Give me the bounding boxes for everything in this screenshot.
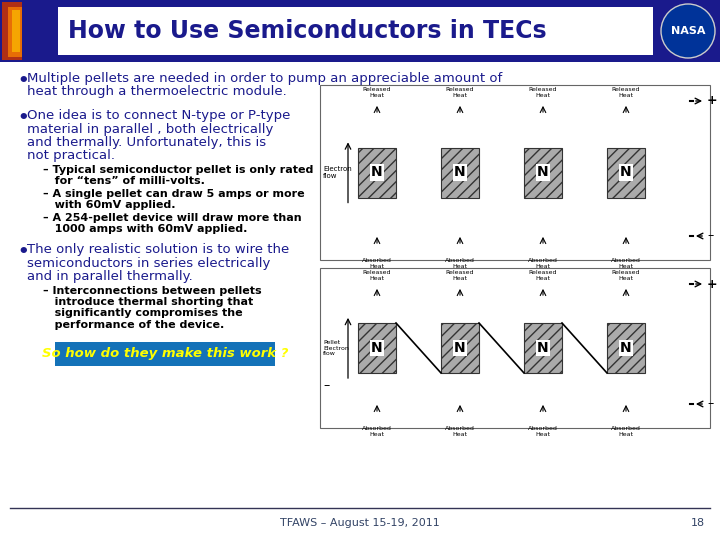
Text: for “tens” of milli-volts.: for “tens” of milli-volts. <box>43 177 205 186</box>
Text: Released
Heat: Released Heat <box>612 270 640 281</box>
Text: Absorbed
Heat: Absorbed Heat <box>611 426 641 437</box>
Text: •: • <box>17 243 29 261</box>
Text: N: N <box>372 341 383 355</box>
Text: One idea is to connect N-type or P-type: One idea is to connect N-type or P-type <box>27 109 290 122</box>
Bar <box>12 10 20 52</box>
Text: TFAWS – August 15-19, 2011: TFAWS – August 15-19, 2011 <box>280 518 440 528</box>
Text: not practical.: not practical. <box>27 150 115 163</box>
Bar <box>358 147 396 198</box>
Bar <box>441 147 479 198</box>
Text: – Interconnections between pellets: – Interconnections between pellets <box>43 286 261 295</box>
Bar <box>358 323 396 373</box>
Text: •: • <box>17 109 29 127</box>
Text: Released
Heat: Released Heat <box>446 270 474 281</box>
Text: Multiple pellets are needed in order to pump an appreciable amount of: Multiple pellets are needed in order to … <box>27 72 503 85</box>
Bar <box>441 323 479 373</box>
Text: +: + <box>707 94 718 107</box>
Bar <box>58 7 653 55</box>
Bar <box>55 341 275 366</box>
Text: Released
Heat: Released Heat <box>528 87 557 98</box>
Text: Released
Heat: Released Heat <box>363 270 391 281</box>
Text: Absorbed
Heat: Absorbed Heat <box>445 258 475 269</box>
Text: Absorbed
Heat: Absorbed Heat <box>611 258 641 269</box>
Text: Absorbed
Heat: Absorbed Heat <box>362 258 392 269</box>
Text: N: N <box>537 341 549 355</box>
Text: N: N <box>537 165 549 179</box>
Text: How to Use Semiconductors in TECs: How to Use Semiconductors in TECs <box>68 19 546 43</box>
Bar <box>320 85 710 260</box>
Text: Released
Heat: Released Heat <box>612 87 640 98</box>
Text: 18: 18 <box>691 518 705 528</box>
Text: Absorbed
Heat: Absorbed Heat <box>528 426 558 437</box>
Text: Released
Heat: Released Heat <box>363 87 391 98</box>
Bar <box>2 2 22 60</box>
Text: N: N <box>454 341 466 355</box>
Text: NASA: NASA <box>671 26 706 36</box>
Bar <box>524 323 562 373</box>
Text: –: – <box>323 379 329 392</box>
Text: – A single pellet can draw 5 amps or more: – A single pellet can draw 5 amps or mor… <box>43 189 305 199</box>
Text: heat through a thermoelectric module.: heat through a thermoelectric module. <box>27 85 287 98</box>
Text: and in parallel thermally.: and in parallel thermally. <box>27 270 193 283</box>
Text: •: • <box>17 72 29 90</box>
Text: semiconductors in series electrically: semiconductors in series electrically <box>27 256 271 269</box>
Text: N: N <box>620 165 632 179</box>
Text: introduce thermal shorting that: introduce thermal shorting that <box>43 297 253 307</box>
Circle shape <box>661 4 715 58</box>
Text: The only realistic solution is to wire the: The only realistic solution is to wire t… <box>27 243 289 256</box>
Text: N: N <box>372 165 383 179</box>
Text: Pellet
Electron
flow: Pellet Electron flow <box>323 340 349 356</box>
Text: –: – <box>707 230 714 242</box>
Text: – Typical semiconductor pellet is only rated: – Typical semiconductor pellet is only r… <box>43 165 313 175</box>
Text: material in parallel , both electrically: material in parallel , both electrically <box>27 123 274 136</box>
Bar <box>0 0 720 62</box>
Bar <box>0 0 58 62</box>
Text: Absorbed
Heat: Absorbed Heat <box>528 258 558 269</box>
Bar <box>607 147 645 198</box>
Text: Released
Heat: Released Heat <box>446 87 474 98</box>
Text: Absorbed
Heat: Absorbed Heat <box>362 426 392 437</box>
Text: 1000 amps with 60mV applied.: 1000 amps with 60mV applied. <box>43 225 248 234</box>
Text: N: N <box>620 341 632 355</box>
Bar <box>8 7 22 57</box>
Text: significantly compromises the: significantly compromises the <box>43 308 243 319</box>
Text: and thermally. Unfortunately, this is: and thermally. Unfortunately, this is <box>27 136 266 149</box>
Text: So how do they make this work ?: So how do they make this work ? <box>42 347 288 360</box>
Bar <box>607 323 645 373</box>
Text: Electron
flow: Electron flow <box>323 166 352 179</box>
Bar <box>320 268 710 428</box>
Text: – A 254-pellet device will draw more than: – A 254-pellet device will draw more tha… <box>43 213 302 223</box>
Text: Absorbed
Heat: Absorbed Heat <box>445 426 475 437</box>
Text: performance of the device.: performance of the device. <box>43 320 224 330</box>
Text: with 60mV applied.: with 60mV applied. <box>43 200 176 211</box>
Text: Released
Heat: Released Heat <box>528 270 557 281</box>
Bar <box>524 147 562 198</box>
Text: N: N <box>454 165 466 179</box>
Text: –: – <box>707 397 714 410</box>
Text: +: + <box>707 278 718 291</box>
